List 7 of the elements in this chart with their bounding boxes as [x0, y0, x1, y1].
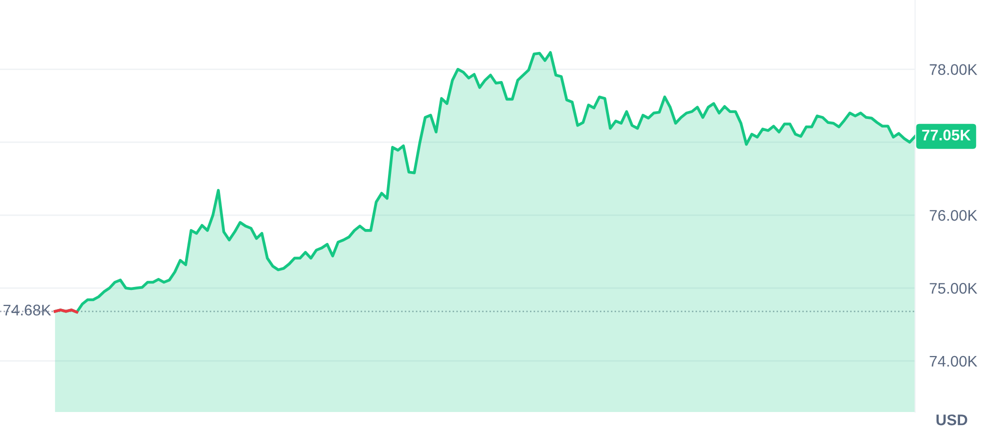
text: 77.05K — [922, 130, 971, 140]
y-tick-label: 78.00K — [930, 64, 978, 75]
y-axis-title: USD — [936, 414, 968, 426]
ref-line-label: 74.68K — [4, 304, 51, 316]
y-tick-label: 74.00K — [930, 356, 978, 367]
y-tick-label: 76.00K — [930, 210, 978, 221]
y-tick-label: 75.00K — [930, 282, 978, 294]
